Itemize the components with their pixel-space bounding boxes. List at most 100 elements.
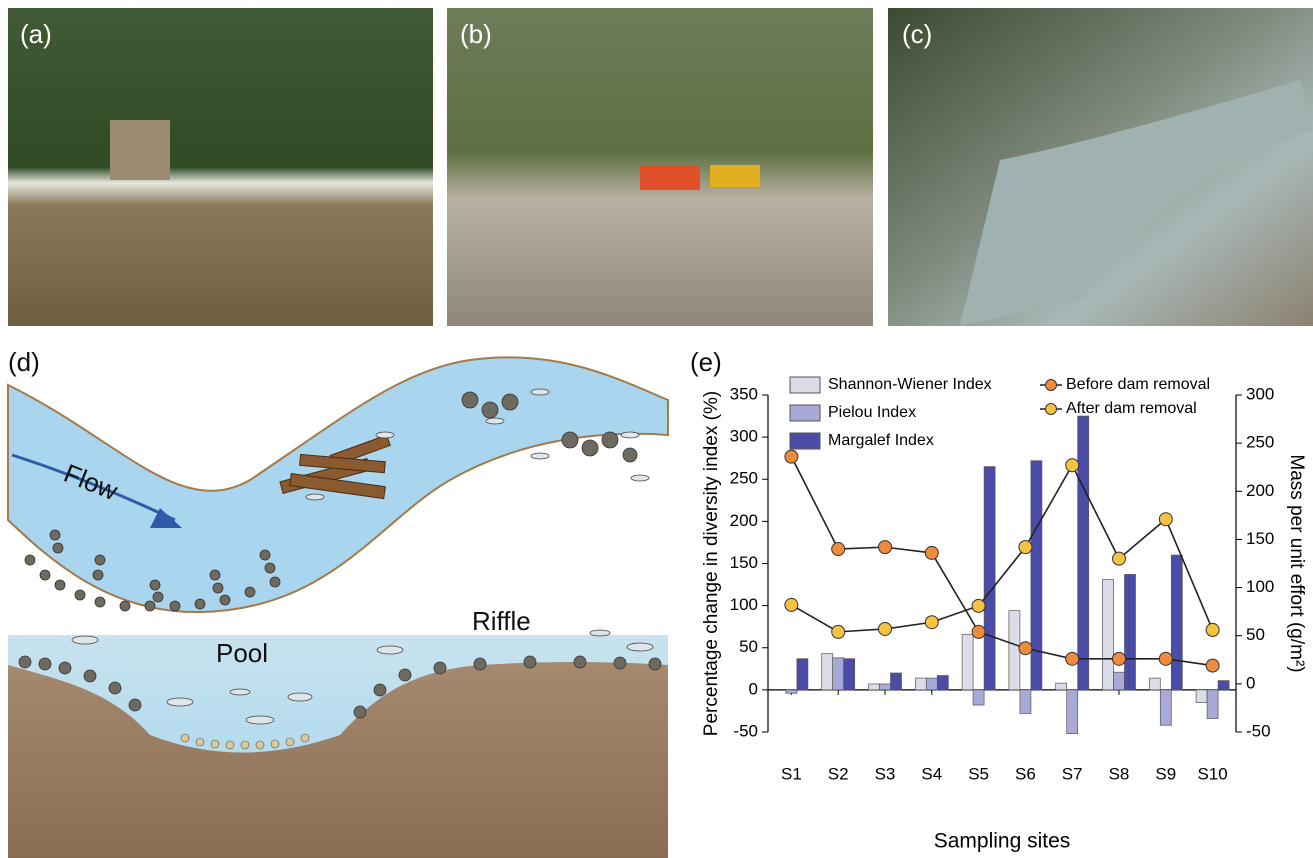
y2-axis-title: Mass per unit effort (g/m²) xyxy=(1286,454,1307,672)
bar xyxy=(869,684,880,690)
marker xyxy=(785,598,798,611)
bar xyxy=(1103,580,1114,690)
bar xyxy=(1009,611,1020,690)
bar xyxy=(1020,690,1031,714)
marker xyxy=(972,599,985,612)
marker xyxy=(1113,552,1126,565)
y-tick-label: 0 xyxy=(749,679,758,698)
pool-label: Pool xyxy=(216,638,268,668)
marker xyxy=(832,625,845,638)
y2-tick-label: -50 xyxy=(1246,721,1271,740)
x-tick-label: S7 xyxy=(1062,764,1083,783)
bar xyxy=(926,678,937,690)
marker xyxy=(785,450,798,463)
y2-tick-label: 250 xyxy=(1246,433,1274,452)
bar xyxy=(962,634,973,690)
y-tick-label: 100 xyxy=(730,595,758,614)
panel-label: (c) xyxy=(902,19,932,49)
bar xyxy=(937,676,948,690)
y-axis-title: Percentage change in diversity index (%) xyxy=(701,391,722,736)
x-tick-label: S6 xyxy=(1015,764,1036,783)
photo-a xyxy=(8,8,433,326)
photo-b-excavator xyxy=(640,165,700,190)
y2-tick-label: 200 xyxy=(1246,481,1274,500)
marker xyxy=(1066,459,1079,472)
bar xyxy=(797,659,808,690)
bar xyxy=(984,467,995,690)
marker xyxy=(832,543,845,556)
photo-a-house xyxy=(110,120,170,180)
bar xyxy=(880,684,891,690)
line xyxy=(791,457,1212,666)
bar xyxy=(1125,574,1136,689)
bar xyxy=(1171,555,1182,690)
legend-label: Shannon-Wiener Index xyxy=(828,376,992,393)
y-tick-label: 250 xyxy=(730,469,758,488)
panel-label: (d) xyxy=(8,347,40,377)
marker xyxy=(972,625,985,638)
marker xyxy=(879,622,892,635)
bar xyxy=(1067,690,1078,734)
x-tick-label: S1 xyxy=(781,764,802,783)
marker xyxy=(1159,513,1172,526)
bar xyxy=(1160,690,1171,725)
panel-label: (e) xyxy=(690,347,722,377)
y2-tick-label: 0 xyxy=(1246,673,1255,692)
bar xyxy=(822,654,833,690)
panel-label: (a) xyxy=(20,19,52,49)
x-tick-label: S10 xyxy=(1197,764,1227,783)
legend-label: Before dam removal xyxy=(1066,376,1210,393)
bar xyxy=(973,690,984,705)
y2-tick-label: 100 xyxy=(1246,577,1274,596)
bar xyxy=(915,678,926,690)
panel-label: (b) xyxy=(460,19,492,49)
legend-label: Pielou Index xyxy=(828,404,916,421)
marker xyxy=(1113,652,1126,665)
y2-tick-label: 50 xyxy=(1246,625,1265,644)
y-tick-label: 200 xyxy=(730,511,758,530)
y-tick-label: 50 xyxy=(739,637,758,656)
legend-marker xyxy=(1046,404,1057,415)
marker xyxy=(1159,652,1172,665)
legend-label: Margalef Index xyxy=(828,432,934,449)
bar xyxy=(1207,690,1218,719)
bar xyxy=(1114,672,1125,690)
bar xyxy=(786,690,797,693)
legend-marker xyxy=(1046,380,1057,391)
marker xyxy=(925,616,938,629)
legend-swatch xyxy=(790,377,820,393)
marker xyxy=(925,546,938,559)
riffle-label: Riffle xyxy=(472,606,531,636)
x-tick-label: S4 xyxy=(921,764,942,783)
x-axis-title: Sampling sites xyxy=(934,830,1071,853)
bar xyxy=(1031,461,1042,690)
marker xyxy=(1019,541,1032,554)
x-tick-label: S2 xyxy=(828,764,849,783)
y-tick-label: 150 xyxy=(730,553,758,572)
figure: (a) (b) (c) (d) Flow Pool Riffle (e) -50… xyxy=(0,0,1313,858)
marker xyxy=(1019,642,1032,655)
bar xyxy=(1218,681,1229,690)
marker xyxy=(879,541,892,554)
y-tick-label: 350 xyxy=(730,384,758,403)
y-tick-label: -50 xyxy=(733,721,758,740)
bar xyxy=(833,658,844,690)
marker xyxy=(1206,659,1219,672)
x-tick-label: S5 xyxy=(968,764,989,783)
y2-tick-label: 150 xyxy=(1246,529,1274,548)
marker xyxy=(1066,652,1079,665)
bar xyxy=(1078,416,1089,690)
x-tick-label: S8 xyxy=(1109,764,1130,783)
marker xyxy=(1206,623,1219,636)
y-tick-label: 300 xyxy=(730,427,758,446)
y2-tick-label: 300 xyxy=(1246,384,1274,403)
bar xyxy=(1056,683,1067,690)
legend-swatch xyxy=(790,433,820,449)
bar xyxy=(891,673,902,690)
legend-swatch xyxy=(790,405,820,421)
x-tick-label: S3 xyxy=(875,764,896,783)
x-tick-label: S9 xyxy=(1155,764,1176,783)
bar xyxy=(1196,690,1207,703)
chart: -50 0 50 100 150 200 250 300 350 -50 0 50 100 150 200 2… xyxy=(701,376,1307,852)
photo-b-excavator xyxy=(710,165,760,187)
